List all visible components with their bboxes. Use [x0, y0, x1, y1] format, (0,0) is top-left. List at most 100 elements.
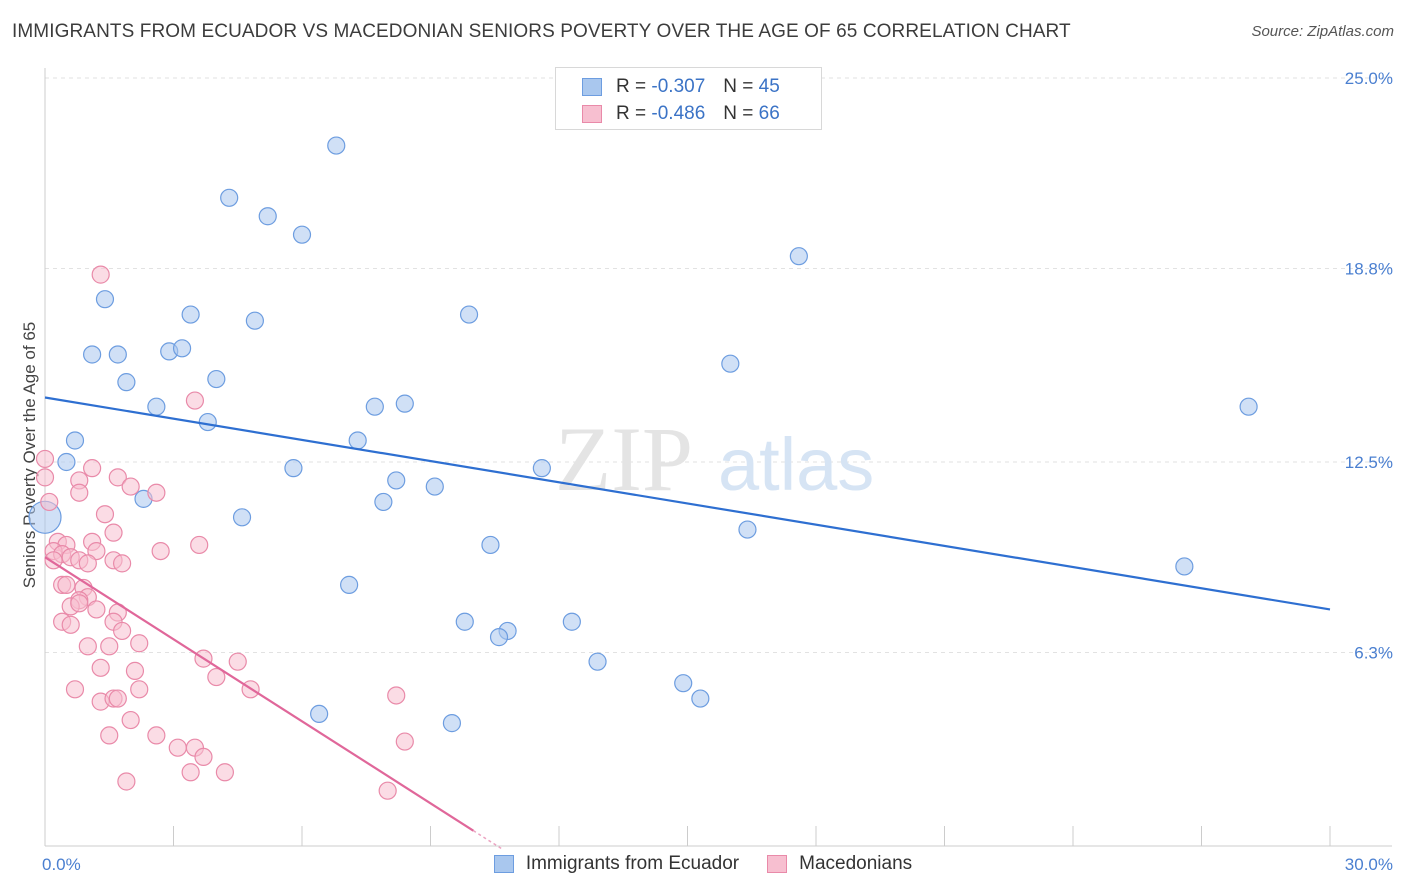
ecuador-point — [459, 305, 479, 324]
ecuador-point — [340, 575, 359, 594]
watermark-zip: ZIP — [555, 408, 693, 510]
legend-r-value: -0.486 — [651, 103, 706, 124]
ecuador-point — [674, 674, 693, 693]
ecuador-point — [108, 345, 127, 364]
ecuador-point — [395, 394, 414, 413]
macedonian-point — [57, 575, 76, 594]
ecuador-point — [284, 459, 303, 478]
y-tick-label: 25.0% — [1345, 69, 1393, 88]
ecuador-point — [489, 628, 509, 647]
ecuador-point — [348, 431, 367, 450]
macedonian-trend-extension — [472, 830, 504, 851]
macedonian-point — [130, 634, 149, 653]
series-legend-ecuador[interactable]: Immigrants from Ecuador — [493, 853, 740, 875]
ecuador-point — [181, 305, 200, 324]
macedonian-point — [104, 523, 123, 542]
watermark: ZIP atlas — [555, 408, 874, 510]
ecuador-point — [232, 508, 252, 527]
correlation-legend: R = -0.307 N = 45 R = -0.486 N = 66 — [555, 67, 822, 130]
y-tick-label: 18.8% — [1345, 259, 1393, 278]
series-legend: Immigrants from Ecuador Macedonians — [0, 851, 1406, 877]
trend-lines — [44, 396, 1331, 851]
ecuador-point — [207, 369, 226, 389]
macedonian-point — [112, 621, 132, 641]
series-swatch-macedonians — [767, 855, 788, 873]
macedonian-point — [35, 449, 55, 469]
y-tick-label: 12.5% — [1345, 453, 1393, 472]
macedonian-point — [100, 637, 119, 656]
macedonian-point — [40, 492, 59, 512]
ecuador-point — [562, 612, 581, 631]
legend-r-label: R = — [616, 103, 647, 124]
macedonian-point — [121, 477, 140, 496]
ecuador-point — [442, 714, 462, 733]
macedonian-point — [87, 541, 106, 561]
macedonian-point — [95, 505, 115, 524]
ecuador-point — [738, 520, 757, 539]
source-label: Source: ZipAtlas.com — [1251, 23, 1394, 40]
macedonian-point — [78, 637, 97, 656]
x-tick-label: 0.0% — [42, 855, 81, 874]
series-legend-macedonians[interactable]: Macedonians — [767, 853, 912, 875]
macedonian-point — [112, 554, 132, 573]
ecuador-point — [532, 459, 551, 478]
macedonian-point — [100, 726, 119, 745]
legend-swatch-macedonians — [582, 105, 602, 123]
ecuador-point — [83, 345, 102, 364]
macedonian-point — [151, 541, 170, 561]
ecuador-point — [117, 373, 136, 392]
ecuador-point — [588, 652, 607, 671]
ecuador-point — [691, 689, 710, 708]
ecuador-point — [198, 412, 217, 432]
macedonian-point — [130, 680, 149, 699]
ecuador-point — [258, 207, 277, 226]
series-label-ecuador: Immigrants from Ecuador — [525, 853, 740, 874]
ecuador-point — [481, 535, 500, 555]
ecuador-point — [721, 354, 740, 373]
ecuador-point — [57, 452, 76, 472]
macedonian-point — [121, 710, 140, 730]
tick-labels: 25.0% 18.8% 12.5% 6.3% 0.0% 30.0% — [42, 69, 1393, 874]
ecuador-point — [147, 397, 166, 416]
ecuador-point — [172, 339, 192, 358]
legend-r-label: R = — [616, 76, 647, 97]
ecuador-point — [387, 471, 406, 490]
legend-n-value: 45 — [758, 76, 780, 97]
macedonian-point — [108, 689, 127, 708]
ecuador-point — [374, 492, 393, 512]
legend-n-label: N = — [723, 103, 754, 124]
ecuador-point — [65, 431, 85, 450]
macedonian-point — [35, 468, 55, 487]
macedonian-point — [215, 763, 234, 782]
legend-row-ecuador: R = -0.307 N = 45 — [582, 74, 780, 100]
macedonian-point — [65, 680, 85, 699]
ecuador-point — [310, 704, 329, 724]
data-points — [28, 136, 1258, 800]
macedonian-point — [108, 468, 127, 487]
ecuador-point — [220, 188, 239, 207]
ecuador-point — [1239, 397, 1258, 416]
series-label-macedonians: Macedonians — [799, 853, 913, 874]
macedonian-point — [378, 781, 397, 800]
ecuador-point — [1175, 557, 1194, 576]
macedonian-point — [125, 661, 145, 680]
ecuador-point — [95, 290, 115, 309]
legend-r-value: -0.307 — [651, 76, 706, 97]
macedonian-point — [91, 265, 110, 284]
macedonian-point — [395, 732, 414, 751]
macedonian-trend-line — [44, 556, 474, 832]
macedonian-point — [61, 615, 80, 634]
ecuador-point — [455, 612, 474, 631]
macedonian-point — [147, 726, 166, 745]
ecuador-point — [425, 477, 444, 496]
macedonian-point — [207, 667, 226, 687]
legend-n-label: N = — [723, 76, 754, 97]
macedonian-point — [194, 747, 213, 767]
chart-title: IMMIGRANTS FROM ECUADOR VS MACEDONIAN SE… — [12, 21, 1071, 42]
macedonian-point — [70, 483, 89, 502]
macedonian-point — [87, 600, 106, 619]
macedonian-point — [185, 391, 205, 410]
x-tick-label: 30.0% — [1345, 855, 1393, 874]
legend-row-macedonians: R = -0.486 N = 66 — [582, 101, 780, 127]
